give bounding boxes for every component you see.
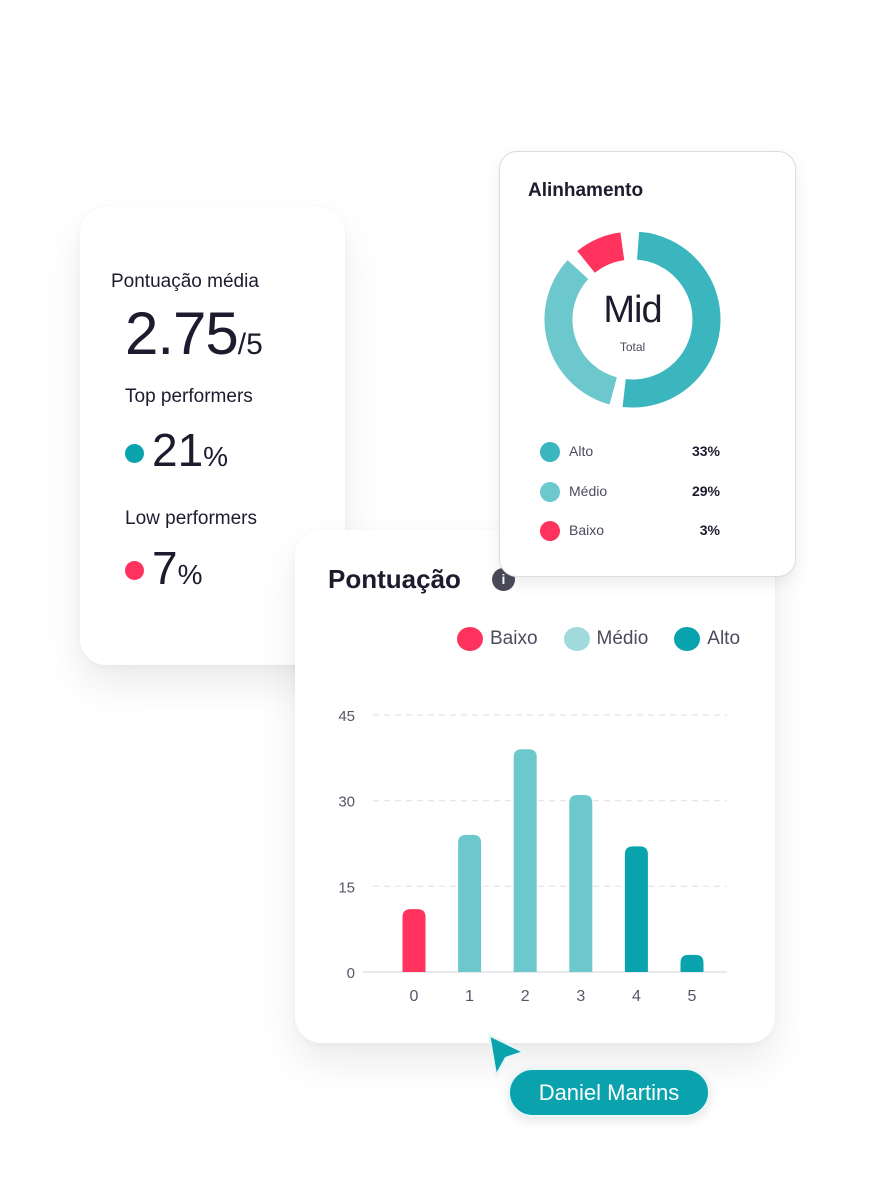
top-performers-dot xyxy=(125,444,144,463)
bar-1[interactable] xyxy=(458,834,482,972)
x-tick-label: 5 xyxy=(688,988,697,1005)
average-score-max: /5 xyxy=(237,328,263,361)
average-score: 2.75/5 xyxy=(125,299,263,368)
legend-label: Baixo xyxy=(490,628,538,649)
bar-0[interactable] xyxy=(402,909,426,972)
low-performers-label: Low performers xyxy=(125,508,257,529)
top-performers-value: 21 xyxy=(152,424,204,476)
score-chart-title: Pontuação xyxy=(328,564,461,594)
legend-value: 3% xyxy=(699,522,720,538)
bar-2[interactable] xyxy=(513,749,537,972)
bar-3[interactable] xyxy=(569,794,593,972)
top-performers-unit: % xyxy=(203,441,229,472)
legend-label: Médio xyxy=(569,482,608,499)
legend-dot xyxy=(674,627,701,651)
score-chart-card: Pontuação i Baixo Médio Alto 0 15 30 45 0 1 2 3 4 5 xyxy=(295,530,775,1043)
y-tick-label: 15 xyxy=(338,879,355,896)
low-performers-value: 7 xyxy=(152,542,178,594)
legend-dot-médio xyxy=(540,481,560,502)
summary-card: Pontuação média 2.75/5 Top performers 21… xyxy=(80,207,345,665)
legend-item-médio[interactable]: Médio xyxy=(563,627,649,651)
top-performers-label: Top performers xyxy=(125,386,253,407)
legend-label: Baixo xyxy=(569,522,605,538)
legend-item-alto[interactable]: Alto xyxy=(674,627,740,651)
y-tick-label: 45 xyxy=(338,708,355,725)
y-tick-label: 0 xyxy=(347,965,355,982)
alignment-card: Alinhamento Mid Total Alto 33% Médio 29% Bai… xyxy=(499,151,796,577)
top-performers: 21% xyxy=(152,423,228,477)
legend-dot xyxy=(563,627,590,651)
x-tick-label: 4 xyxy=(632,988,641,1005)
donut-segment-médio[interactable] xyxy=(544,260,618,405)
legend-label: Alto xyxy=(707,628,741,649)
cursor-pointer-icon xyxy=(487,1033,526,1078)
donut-center-label: Total xyxy=(619,340,646,354)
donut-segment-baixo[interactable] xyxy=(577,232,625,274)
x-tick-label: 1 xyxy=(465,988,474,1005)
donut-center-value: Mid xyxy=(603,289,662,331)
cursor-user-tag: Daniel Martins xyxy=(508,1068,710,1117)
alignment-title: Alinhamento xyxy=(528,180,644,201)
legend-dot-alto xyxy=(540,442,560,462)
low-performers-unit: % xyxy=(177,559,203,590)
legend-value: 29% xyxy=(691,482,720,499)
average-score-value: 2.75 xyxy=(125,300,239,367)
x-tick-label: 2 xyxy=(521,988,530,1005)
bar-4[interactable] xyxy=(624,846,648,972)
chart-legend: Baixo Médio Alto xyxy=(457,627,740,651)
x-tick-label: 0 xyxy=(410,988,419,1005)
low-performers-dot xyxy=(125,561,144,580)
legend-value: 33% xyxy=(691,443,720,459)
legend-dot xyxy=(457,627,483,651)
x-tick-label: 3 xyxy=(576,988,585,1005)
legend-item-baixo[interactable]: Baixo xyxy=(457,627,538,651)
low-performers: 7% xyxy=(152,541,203,595)
legend-label: Médio xyxy=(596,628,649,649)
alignment-donut-chart xyxy=(544,231,721,408)
y-tick-label: 30 xyxy=(338,794,355,811)
average-score-label: Pontuação média xyxy=(111,271,259,292)
bar-5[interactable] xyxy=(680,954,704,972)
legend-dot-baixo xyxy=(540,521,560,541)
donut-segment-alto[interactable] xyxy=(622,231,721,408)
legend-label: Alto xyxy=(569,443,594,459)
